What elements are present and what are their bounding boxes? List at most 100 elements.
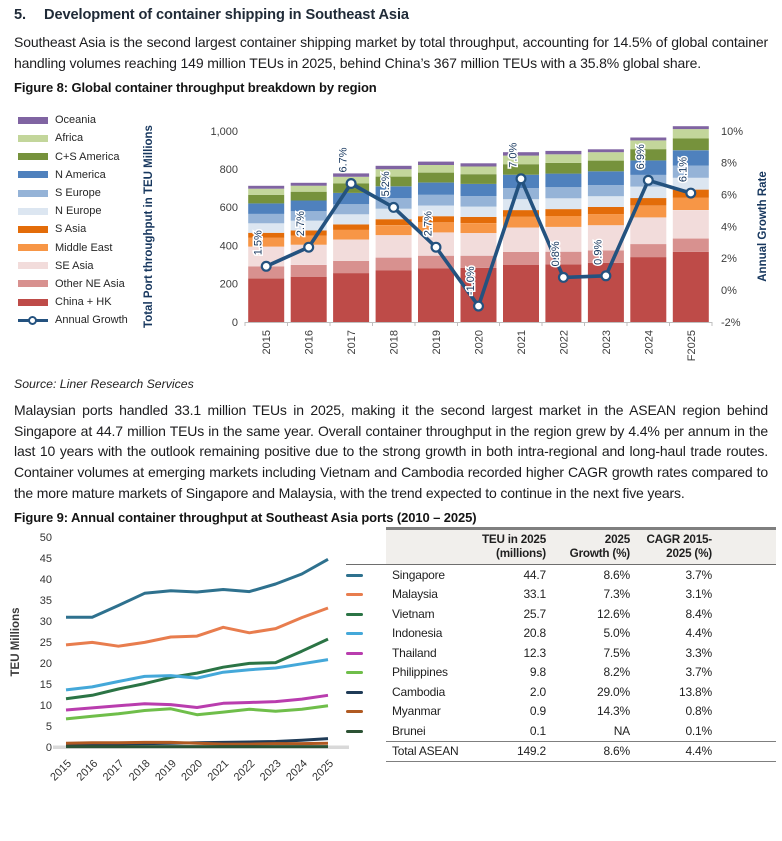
svg-text:400: 400 [220,241,238,253]
row-legend-swatch [346,565,386,585]
figure9-caption: Figure 9: Annual container throughput at… [14,510,477,526]
svg-text:0.8%: 0.8% [550,241,562,266]
total-growth: 8.6% [552,740,636,763]
fig8-axes: 0 200 400 600 800 1,000 -2% 0% 2% 4% 6% 8% 10% 2015 20… [143,125,769,361]
legend-color-swatch [18,116,48,124]
svg-text:2024: 2024 [643,330,655,354]
cell-teu: 0.9 [529,704,546,719]
cell-country: Singapore [392,567,445,582]
cell-growth: 14.3% [596,704,630,719]
legend-color-swatch [18,262,48,270]
svg-text:2021: 2021 [516,330,528,354]
header-growth: 2025 [552,527,636,548]
cell-teu: 12.3 [523,645,546,660]
svg-text:5.2%: 5.2% [380,171,392,196]
legend-color-swatch [18,171,48,179]
legend-item: Annual Growth [18,311,128,329]
svg-text:15: 15 [40,679,52,691]
legend-item: N Europe [18,202,128,220]
row-legend-swatch [346,702,386,722]
legend-item: SE Asia [18,257,128,275]
svg-text:10%: 10% [721,126,743,138]
cell-country: Brunei [392,723,426,738]
total-teu: 149.2 [472,740,552,763]
legend-label: Africa [55,132,84,145]
cell-teu: 25.7 [523,606,546,621]
header-spacer [346,529,386,548]
fig8-bars [248,126,709,323]
fig9-line-myanmar [65,741,329,746]
cell-country: Indonesia [392,626,443,641]
legend-label: SE Asia [55,259,94,272]
legend-item: S Europe [18,184,128,202]
cell-teu: 0.1 [529,723,546,738]
svg-text:2016: 2016 [75,758,101,784]
svg-text:2015: 2015 [48,758,74,784]
cell-country: Philippines [392,665,448,680]
cell-cagr: 3.7% [685,567,712,582]
fig9-series [65,558,329,749]
legend-line-swatch [18,315,48,325]
svg-text:0.9%: 0.9% [592,240,604,265]
paragraph-1: Southeast Asia is the second largest con… [14,34,768,71]
svg-text:10: 10 [40,700,52,712]
section-title: Development of container shipping in Sou… [44,7,409,23]
legend-color-swatch [18,134,48,142]
row-legend-swatch [346,624,386,644]
table-row: Thailand 12.3 7.5% 3.3% [346,643,776,663]
legend-color-swatch [18,189,48,197]
legend-item: China + HK [18,293,128,311]
svg-text:30: 30 [40,616,52,628]
row-legend-swatch [346,682,386,702]
legend-item: Middle East [18,239,128,257]
svg-text:25: 25 [40,637,52,649]
cell-growth: 12.6% [596,606,630,621]
cell-country: Malaysia [392,587,438,602]
table-row: Philippines 9.8 8.2% 3.7% [346,663,776,683]
header-teu: (millions) [472,547,552,566]
svg-text:2016: 2016 [304,330,316,354]
cell-country: Vietnam [392,606,435,621]
legend-label: Oceania [55,114,96,127]
svg-text:20: 20 [40,658,52,670]
cell-country: Thailand [392,645,437,660]
cell-teu: 44.7 [523,567,546,582]
cell-growth: 5.0% [603,626,630,641]
table-header-row: (millions) Growth (%) 2025 (%) [346,547,776,566]
svg-text:0%: 0% [721,285,737,297]
cell-cagr: 4.4% [685,626,712,641]
svg-text:1.5%: 1.5% [253,230,265,255]
country-line-swatch [346,710,363,714]
svg-text:2018: 2018 [389,330,401,354]
header-cagr: CAGR 2015- [636,527,776,548]
svg-text:2.7%: 2.7% [295,211,307,236]
svg-text:2019: 2019 [431,330,443,354]
total-spacer [346,741,386,762]
svg-text:2020: 2020 [474,330,486,354]
header-growth: Growth (%) [552,547,636,566]
cell-country: Cambodia [392,684,446,699]
cell-growth: 29.0% [596,684,630,699]
svg-text:35: 35 [40,595,52,607]
svg-text:-2%: -2% [721,317,741,329]
table-header-row: TEU in 2025 2025 CAGR 2015- [346,527,776,548]
cell-growth: 7.5% [603,645,630,660]
header-country [386,527,472,548]
fig9-line-thailand [65,693,329,712]
fig9-line-vietnam [65,637,329,701]
legend-item: Other NE Asia [18,275,128,293]
section-heading: 5. Development of container shipping in … [14,7,768,23]
legend-color-swatch [18,153,48,161]
svg-text:2015: 2015 [261,330,273,354]
header-country [386,547,472,566]
country-line-swatch [346,671,363,675]
svg-text:2023: 2023 [601,330,613,354]
row-legend-swatch [346,663,386,683]
cell-cagr: 0.8% [685,704,712,719]
svg-text:0: 0 [46,742,52,754]
svg-text:200: 200 [220,279,238,291]
cell-cagr: 3.1% [685,587,712,602]
svg-text:2022: 2022 [558,330,570,354]
svg-text:2.7%: 2.7% [423,211,435,236]
figure8-chart: 0 200 400 600 800 1,000 -2% 0% 2% 4% 6% 8% 10% 2015 20… [143,125,769,361]
